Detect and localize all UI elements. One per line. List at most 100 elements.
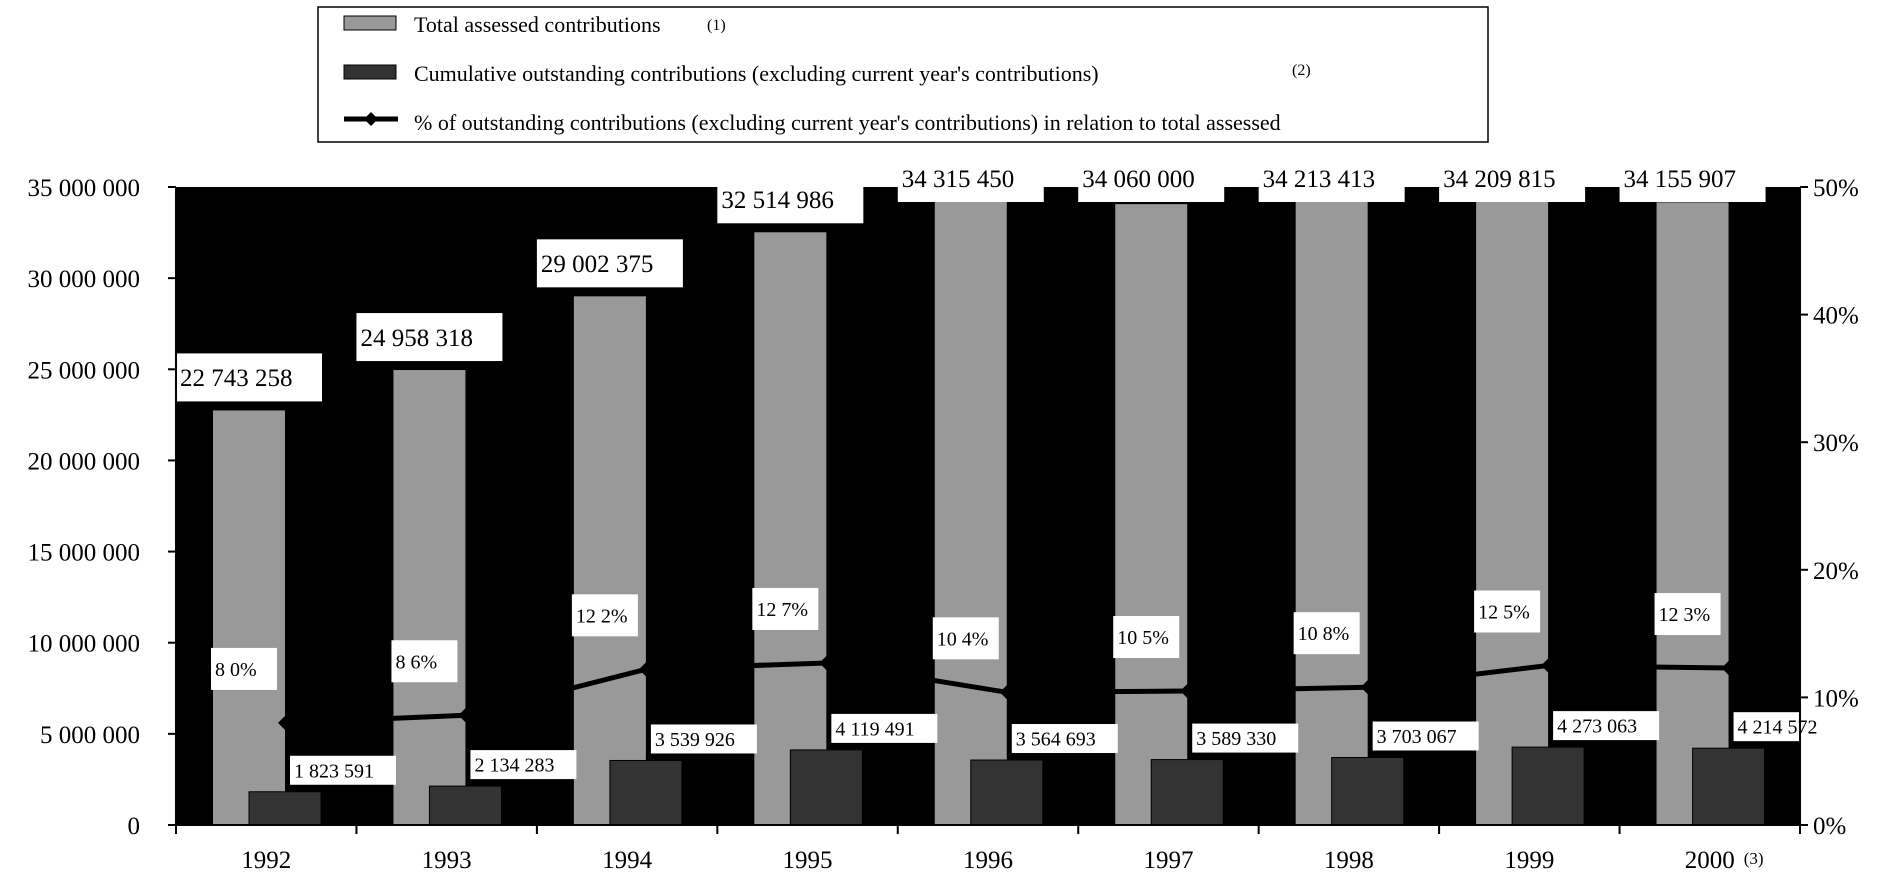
total-value-label-text: 32 514 986 (721, 187, 834, 214)
outstanding-bar (789, 749, 863, 826)
outstanding-value-label-box (1011, 724, 1118, 754)
total-value-label: 34 213 413 (1258, 154, 1405, 202)
right-axis-tick-label: 50% (1813, 175, 1859, 202)
left-axis-tick-label: 0 (128, 813, 141, 840)
outstanding-value-label-box (1192, 723, 1299, 753)
total-value-label-text: 24 958 318 (360, 325, 473, 352)
percentage-label: 12 5% (1474, 590, 1541, 633)
total-bar (1656, 202, 1729, 826)
outstanding-value-label: 1 823 591 (290, 755, 396, 785)
percentage-marker (1360, 680, 1375, 695)
total-value-labels: 22 743 258 24 958 318 29 002 375 32 514 986… (176, 154, 1766, 402)
total-value-label-text: 34 213 413 (1263, 166, 1376, 193)
outstanding-value-label-text: 4 214 572 (1738, 717, 1818, 739)
total-value-label-box (1439, 154, 1586, 202)
total-value-label-text: 22 743 258 (180, 365, 293, 392)
outstanding-bar (609, 759, 683, 826)
x-axis-tick-label: 1995 (783, 847, 833, 874)
legend-outstanding-swatch (343, 64, 397, 80)
outstanding-value-label-text: 3 539 926 (655, 729, 735, 751)
percentage-label-text: 8 0% (215, 659, 257, 681)
percentage-marker (278, 715, 292, 730)
percentage-label-box (1654, 593, 1721, 636)
legend: Total assessed contributions (1) Cumulat… (317, 6, 1489, 143)
legend-total-swatch (343, 15, 397, 31)
total-value-label: 32 514 986 (717, 175, 864, 224)
legend-outstanding-label: Cumulative outstanding contributions (ex… (414, 61, 1099, 86)
total-value-label-box (717, 175, 864, 224)
outstanding-value-label: 2 134 283 (470, 750, 577, 780)
x-axis-tick-note: (3) (1744, 849, 1764, 868)
outstanding-value-label-box (831, 713, 938, 743)
percentage-label-text: 12 3% (1659, 604, 1711, 626)
outstanding-value-labels: 1 823 591 2 134 283 3 539 926 4 119 491 3 56… (290, 711, 1840, 785)
percentage-label: 8 6% (391, 640, 458, 683)
percentage-label: 12 7% (752, 587, 819, 630)
percentage-label-box (211, 647, 277, 690)
total-value-label-text: 34 060 000 (1082, 166, 1195, 193)
outstanding-bars (248, 746, 1766, 826)
outstanding-value-label-text: 1 823 591 (294, 760, 374, 782)
x-axis-tick-label: 1992 (241, 847, 291, 874)
total-value-label: 29 002 375 (536, 239, 683, 288)
percentage-label-text: 8 6% (395, 651, 437, 673)
total-bar (1476, 201, 1549, 826)
outstanding-value-label-box (290, 755, 396, 785)
x-axis: 1992 1993 1994 1995 1996 1997 1998 1999 2000 (3) (175, 824, 1801, 874)
percentage-label-text: 12 5% (1478, 602, 1530, 624)
total-bar (1115, 204, 1188, 825)
percentage-label-text: 10 5% (1117, 627, 1169, 649)
total-value-label-box (356, 313, 503, 362)
percentage-label: 10 4% (932, 617, 999, 660)
total-bar (573, 296, 646, 825)
right-axis-tick-label: 0% (1813, 813, 1846, 840)
legend-box (317, 6, 1489, 143)
right-axis: 0% 10% 20% 30% 40% 50% (1799, 175, 1859, 840)
outstanding-bar (970, 759, 1044, 826)
total-value-label-text: 29 002 375 (541, 251, 654, 278)
outstanding-value-label: 4 119 491 (831, 713, 938, 743)
total-value-label-box (536, 239, 683, 288)
outstanding-value-label: 4 273 063 (1553, 711, 1660, 741)
outstanding-bar (248, 791, 322, 826)
percentage-label: 8 0% (211, 647, 277, 690)
percentage-label: 10 5% (1113, 616, 1180, 659)
left-axis-tick-label: 5 000 000 (40, 722, 140, 749)
outstanding-value-label-text: 3 589 330 (1196, 728, 1276, 750)
left-axis-tick-label: 35 000 000 (28, 175, 141, 202)
x-axis-tick-label: 2000 (1685, 847, 1735, 874)
percentage-marker (999, 685, 1014, 700)
outstanding-bar (1331, 756, 1405, 826)
total-value-label: 34 060 000 (1078, 154, 1225, 202)
outstanding-value-label-box (1372, 721, 1479, 751)
x-axis-tick-label: 1993 (422, 847, 472, 874)
outstanding-value-label-text: 2 134 283 (474, 755, 554, 777)
x-axis-tick-label: 1998 (1324, 847, 1374, 874)
right-axis-tick-label: 10% (1813, 685, 1859, 712)
outstanding-value-label: 3 589 330 (1192, 723, 1299, 753)
outstanding-bar (1692, 747, 1766, 826)
total-value-label: 34 315 450 (897, 154, 1044, 202)
x-axis-tick-label: 1994 (602, 847, 653, 874)
outstanding-value-label-text: 4 119 491 (835, 718, 914, 740)
left-axis: 0 5 000 000 10 000 000 15 000 000 20 000 000… (28, 175, 177, 840)
total-value-label: 34 209 815 (1439, 154, 1586, 202)
outstanding-value-label-text: 3 564 693 (1016, 729, 1096, 751)
percentage-label-text: 10 8% (1298, 623, 1350, 645)
total-value-label-box (1619, 154, 1766, 202)
outstanding-bar (428, 785, 502, 826)
outstanding-value-label: 4 214 572 (1733, 712, 1840, 742)
total-assessed-bars (213, 199, 1729, 826)
outstanding-value-label: 3 539 926 (650, 724, 757, 754)
percentage-marker (458, 708, 473, 723)
total-value-label: 24 958 318 (356, 313, 503, 362)
percentage-marker (1541, 658, 1556, 673)
legend-percentage-label: % of outstanding contributions (excludin… (414, 110, 1281, 135)
outstanding-bar (1150, 759, 1224, 826)
left-axis-tick-label: 10 000 000 (28, 631, 141, 658)
percentage-label-text: 12 2% (576, 605, 628, 627)
percentage-label: 12 2% (571, 594, 638, 637)
left-axis-tick-label: 15 000 000 (28, 540, 141, 567)
percentage-label-box (752, 587, 819, 630)
percentage-label-text: 10 4% (937, 628, 989, 650)
